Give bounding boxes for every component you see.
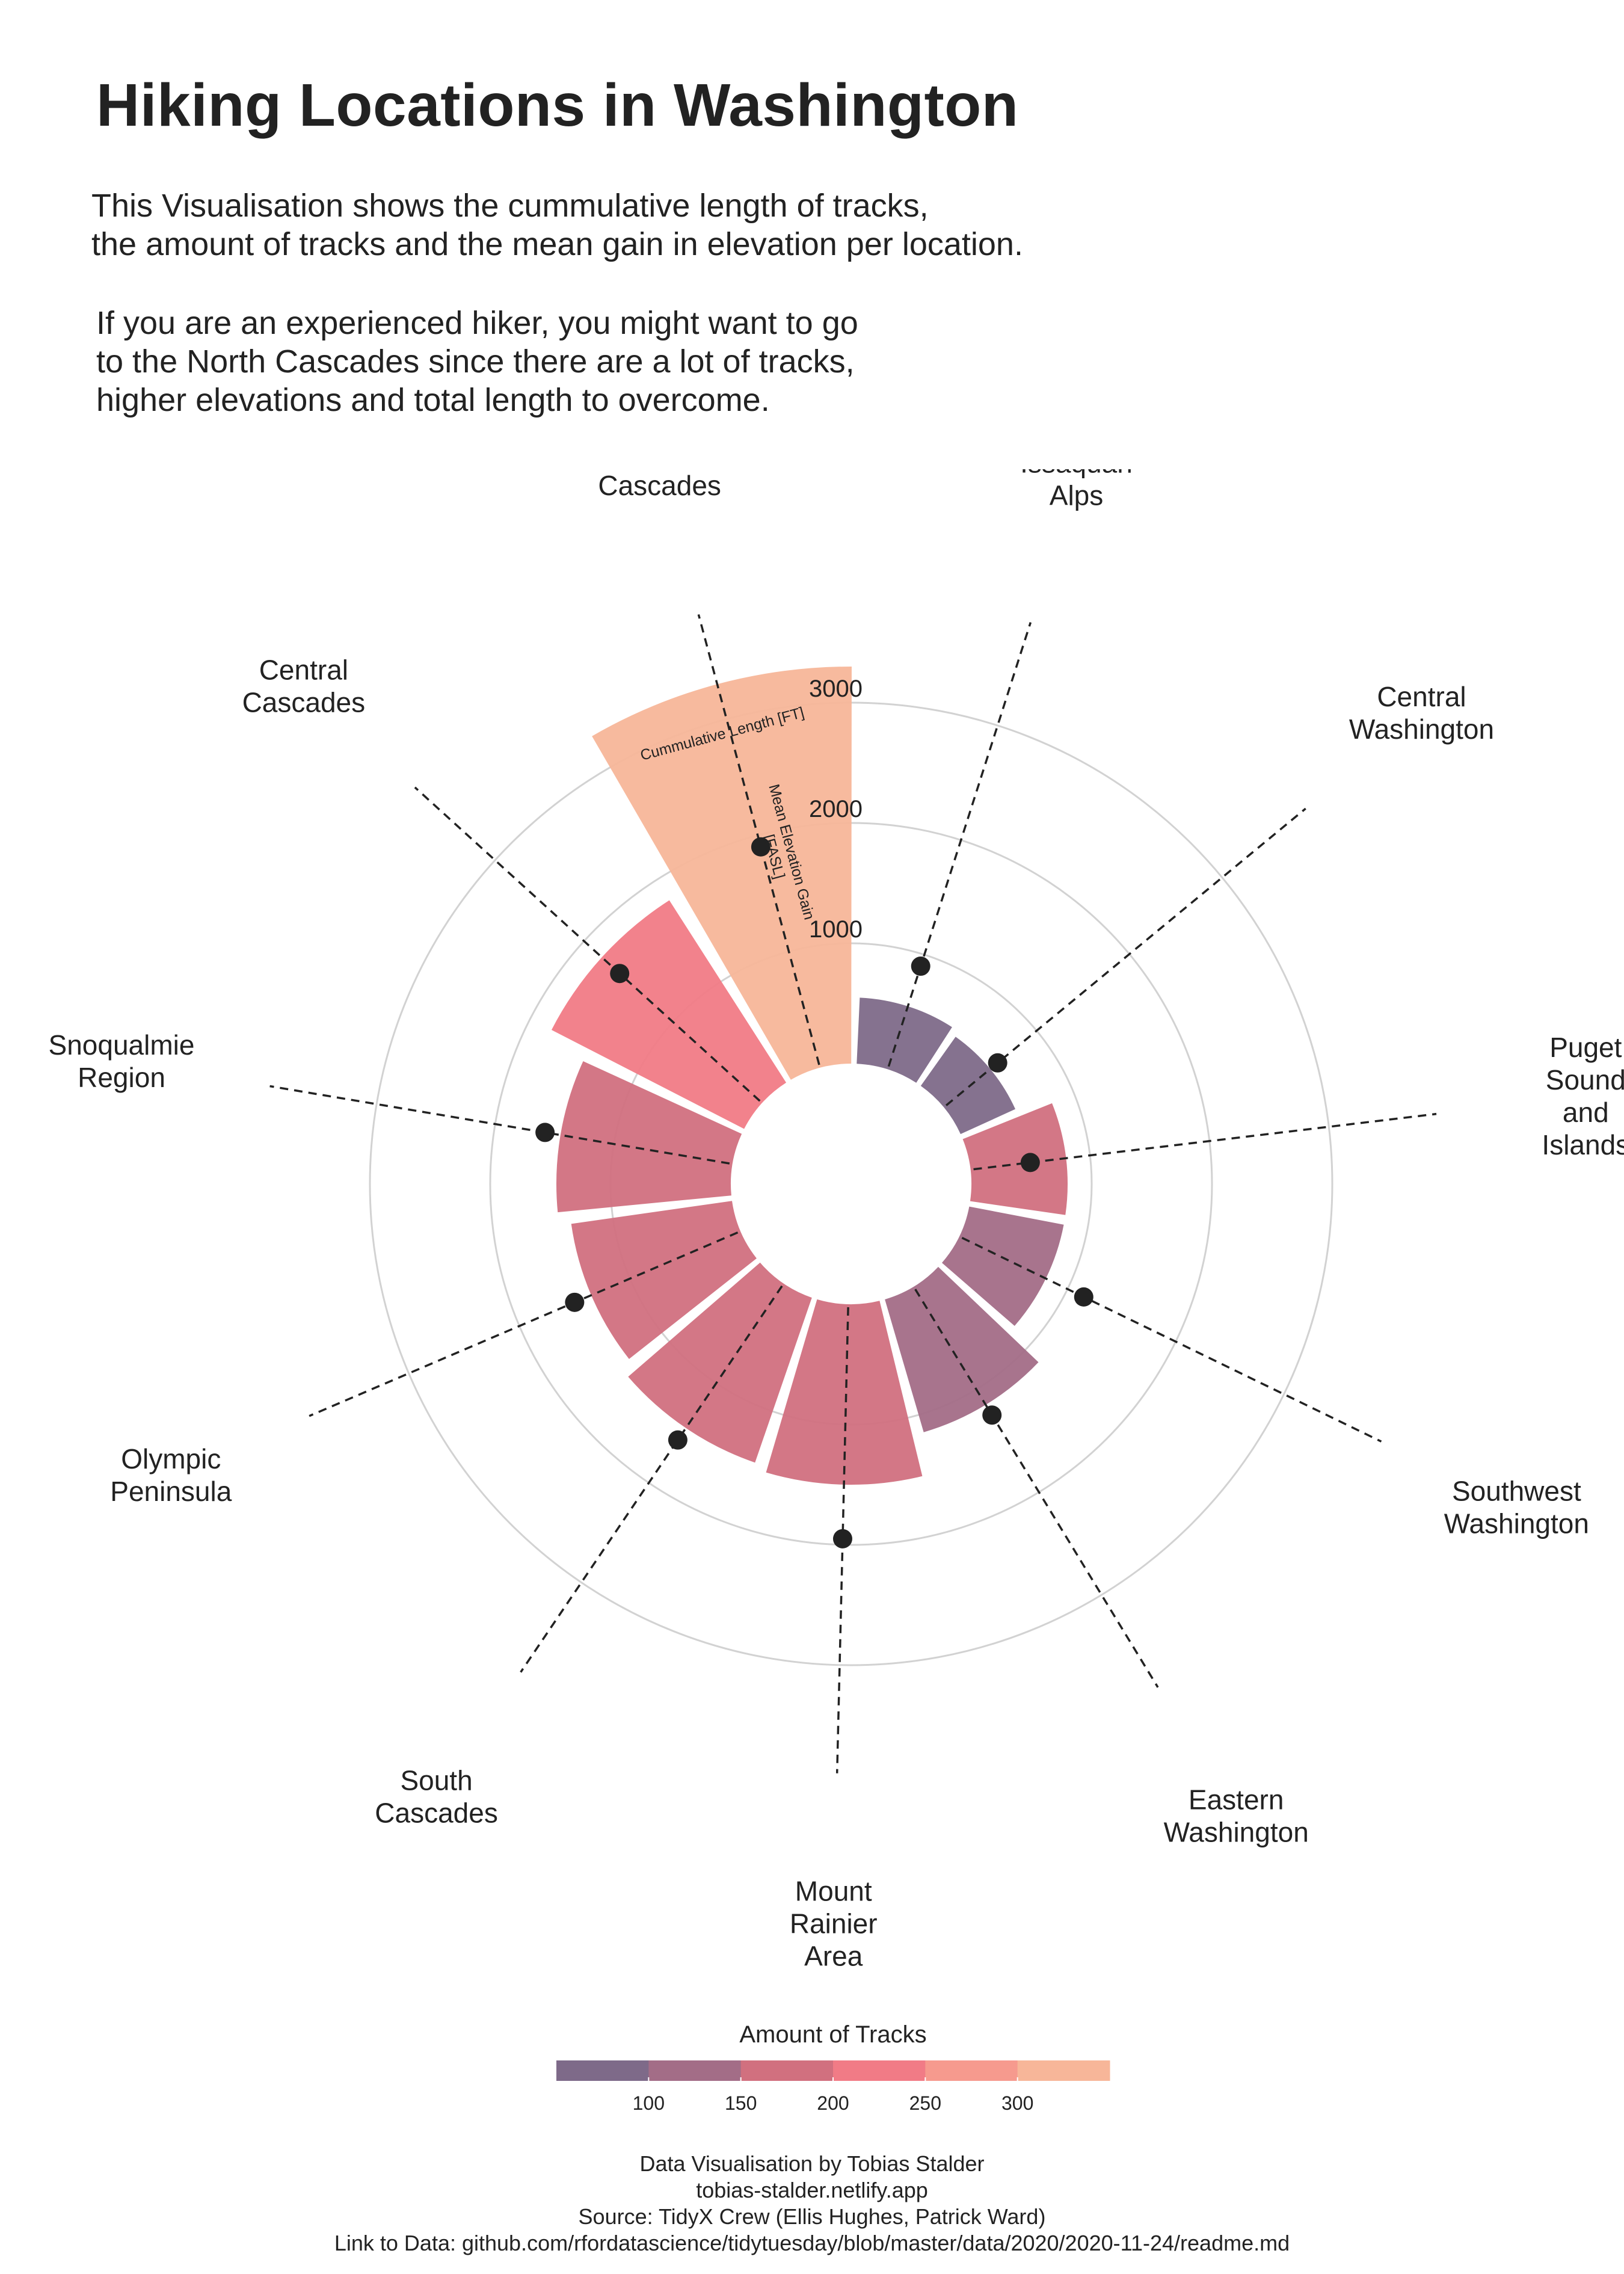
legend-swatch xyxy=(925,2060,1018,2081)
legend-tick-label: 100 xyxy=(633,2092,665,2114)
location-label: Central Cascades xyxy=(242,655,366,718)
elevation-spoke xyxy=(887,622,1032,1067)
elevation-spoke xyxy=(945,807,1306,1106)
location-label: Eastern Washington xyxy=(1164,1784,1309,1847)
elevation-spoke xyxy=(309,1231,739,1417)
bars-layer xyxy=(551,667,1068,1485)
footer-link: Link to Data: github.com/rfordatascience… xyxy=(334,2231,1290,2255)
footer-site: tobias-stalder.netlify.app xyxy=(696,2178,928,2202)
location-label: IssaquahAlps xyxy=(1020,469,1133,511)
elevation-spoke xyxy=(961,1236,1382,1443)
bar xyxy=(592,667,852,1080)
bar xyxy=(628,1262,812,1463)
elevation-point xyxy=(1020,1153,1040,1172)
legend-swatch xyxy=(648,2060,742,2081)
elevation-spoke xyxy=(914,1289,1159,1688)
elevation-spoke xyxy=(414,786,761,1102)
bar xyxy=(556,1061,742,1213)
bar xyxy=(857,997,952,1083)
elevation-point xyxy=(751,837,770,857)
location-label: Olympic Peninsula xyxy=(110,1443,232,1507)
legend-tick-label: 250 xyxy=(909,2092,941,2114)
bar xyxy=(766,1299,923,1485)
elevation-point xyxy=(535,1123,555,1142)
legend-swatch xyxy=(740,2060,834,2081)
bar xyxy=(885,1266,1039,1432)
elevation-point xyxy=(982,1405,1002,1425)
location-label: Puget Sound and Islands xyxy=(1542,1032,1624,1160)
legend-tick-label: 150 xyxy=(725,2092,757,2114)
location-label: Mount Rainier Area xyxy=(790,1876,878,1972)
legend: Amount of Tracks 100 150 200 250 300 xyxy=(556,2021,1110,2114)
elevation-spoke xyxy=(520,1285,783,1673)
elevation-point xyxy=(668,1430,687,1450)
legend-title: Amount of Tracks xyxy=(739,2021,926,2048)
elevation-point xyxy=(832,1529,852,1548)
location-label: Southwest Washington xyxy=(1444,1475,1589,1539)
legend-tick-label: 300 xyxy=(1001,2092,1033,2114)
location-label: South Cascades xyxy=(375,1765,498,1829)
elevation-point xyxy=(610,964,630,984)
footer-source: Source: TidyX Crew (Ellis Hughes, Patric… xyxy=(578,2204,1046,2229)
bar xyxy=(942,1206,1064,1326)
elevation-spoke xyxy=(269,1085,730,1165)
bar xyxy=(962,1103,1068,1215)
chart-title: Hiking Locations in Washington xyxy=(96,72,1019,139)
legend-tick-label: 200 xyxy=(817,2092,849,2114)
elevation-lines xyxy=(269,614,1437,1773)
legend-swatch xyxy=(556,2060,649,2081)
tick-label: 1000 xyxy=(809,916,863,943)
elevation-spoke xyxy=(973,1112,1437,1171)
footer-author: Data Visualisation by Tobias Stalder xyxy=(639,2151,985,2176)
tick-label: 3000 xyxy=(809,676,863,702)
radial-ticks: 1000 2000 3000 xyxy=(809,676,863,943)
legend-swatch xyxy=(1017,2060,1110,2081)
bar xyxy=(571,1201,757,1359)
location-label: Snoqualmie Region xyxy=(49,1029,195,1093)
intro-text: This Visualisation shows the cummulative… xyxy=(91,188,1023,262)
advice-text: If you are an experienced hiker, you mig… xyxy=(96,305,858,418)
legend-swatch xyxy=(833,2060,926,2081)
footer: Data Visualisation by Tobias Stalder tob… xyxy=(0,2151,1624,2257)
elevation-point xyxy=(1074,1287,1093,1307)
elevation-point xyxy=(988,1053,1007,1073)
tick-label: 2000 xyxy=(809,796,863,822)
bar xyxy=(920,1037,1016,1135)
elevation-point xyxy=(911,957,930,976)
location-label: Central Washington xyxy=(1349,681,1494,745)
elevation-point xyxy=(565,1292,585,1312)
